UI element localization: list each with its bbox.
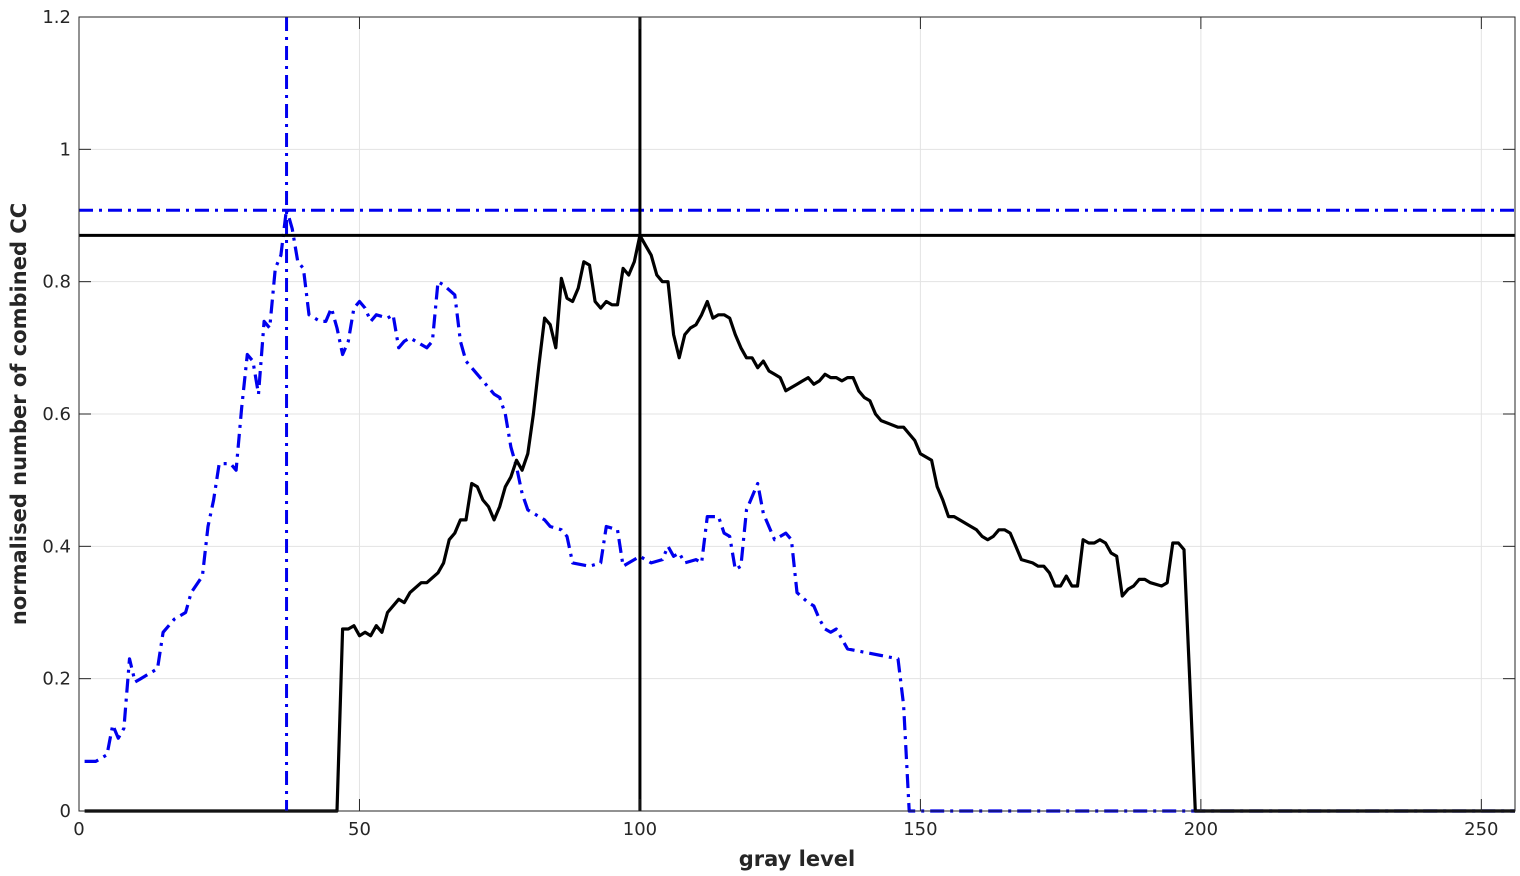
x-tick-label: 0 <box>73 819 84 840</box>
x-axis-label: gray level <box>739 847 855 871</box>
grid <box>79 17 1515 811</box>
x-tick-label: 50 <box>348 819 371 840</box>
x-tick-label: 250 <box>1464 819 1498 840</box>
series-line-2 <box>84 233 1515 813</box>
x-tick-labels: 0 50 100 150 200 250 <box>73 819 1498 840</box>
series-layer <box>84 207 1515 813</box>
y-tick-label: 0.4 <box>42 536 71 557</box>
y-tick-label: 1 <box>60 139 71 160</box>
y-tick-label: 0.6 <box>42 404 71 425</box>
y-tick-label: 0.2 <box>42 669 71 690</box>
y-axis-label: normalised number of combined CC <box>7 203 31 625</box>
y-tick-label: 0 <box>60 801 71 822</box>
x-tick-label: 200 <box>1184 819 1218 840</box>
y-tick-label: 0.8 <box>42 272 71 293</box>
x-tick-label: 150 <box>903 819 937 840</box>
ticks <box>78 16 1515 812</box>
series-line-1 <box>84 207 1515 813</box>
y-tick-labels: 0 0.2 0.4 0.6 0.8 1 1.2 <box>42 7 71 822</box>
x-tick-label: 100 <box>623 819 657 840</box>
y-tick-label: 1.2 <box>42 7 71 28</box>
reference-lines <box>79 17 1515 811</box>
